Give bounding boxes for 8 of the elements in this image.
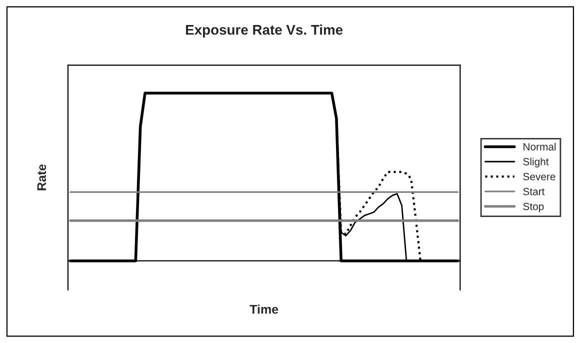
y-axis-title: Rate bbox=[37, 164, 46, 190]
legend-label: Start bbox=[523, 188, 545, 196]
chart-title: Exposure Rate Vs. Time bbox=[186, 24, 343, 38]
legend-label: Severe bbox=[523, 172, 556, 180]
x-axis-title: Time bbox=[250, 304, 278, 314]
legend-label: Stop bbox=[523, 202, 544, 212]
legend-label: Normal bbox=[524, 142, 556, 150]
legend-label: Slight bbox=[523, 158, 549, 168]
